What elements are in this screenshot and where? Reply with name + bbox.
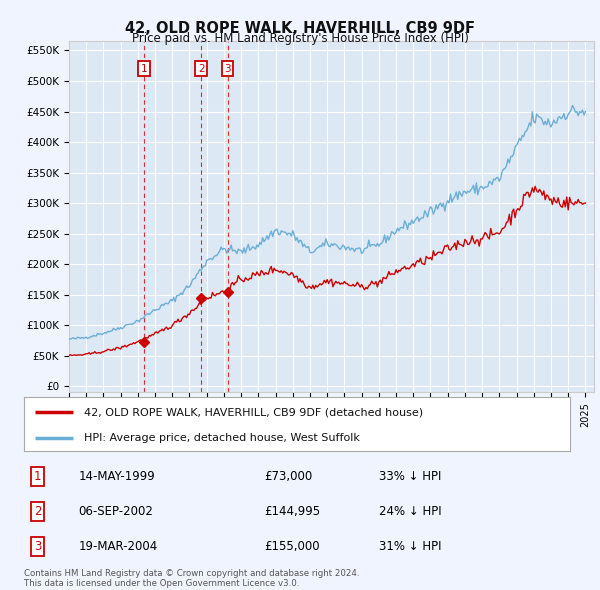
Text: HPI: Average price, detached house, West Suffolk: HPI: Average price, detached house, West… bbox=[84, 433, 360, 442]
Text: £144,995: £144,995 bbox=[264, 505, 320, 519]
Text: 42, OLD ROPE WALK, HAVERHILL, CB9 9DF (detached house): 42, OLD ROPE WALK, HAVERHILL, CB9 9DF (d… bbox=[84, 407, 423, 417]
Text: 24% ↓ HPI: 24% ↓ HPI bbox=[379, 505, 442, 519]
Text: Price paid vs. HM Land Registry's House Price Index (HPI): Price paid vs. HM Land Registry's House … bbox=[131, 32, 469, 45]
Text: 3: 3 bbox=[224, 64, 231, 74]
Text: £155,000: £155,000 bbox=[264, 540, 320, 553]
Text: 14-MAY-1999: 14-MAY-1999 bbox=[79, 470, 155, 483]
Text: 19-MAR-2004: 19-MAR-2004 bbox=[79, 540, 158, 553]
Text: £73,000: £73,000 bbox=[264, 470, 313, 483]
Text: 33% ↓ HPI: 33% ↓ HPI bbox=[379, 470, 441, 483]
Text: 2: 2 bbox=[198, 64, 205, 74]
Text: 1: 1 bbox=[34, 470, 41, 483]
Text: Contains HM Land Registry data © Crown copyright and database right 2024.
This d: Contains HM Land Registry data © Crown c… bbox=[24, 569, 359, 588]
Text: 1: 1 bbox=[141, 64, 148, 74]
Text: 2: 2 bbox=[34, 505, 41, 519]
Text: 42, OLD ROPE WALK, HAVERHILL, CB9 9DF: 42, OLD ROPE WALK, HAVERHILL, CB9 9DF bbox=[125, 21, 475, 35]
Text: 3: 3 bbox=[34, 540, 41, 553]
Text: 31% ↓ HPI: 31% ↓ HPI bbox=[379, 540, 442, 553]
Text: 06-SEP-2002: 06-SEP-2002 bbox=[79, 505, 154, 519]
